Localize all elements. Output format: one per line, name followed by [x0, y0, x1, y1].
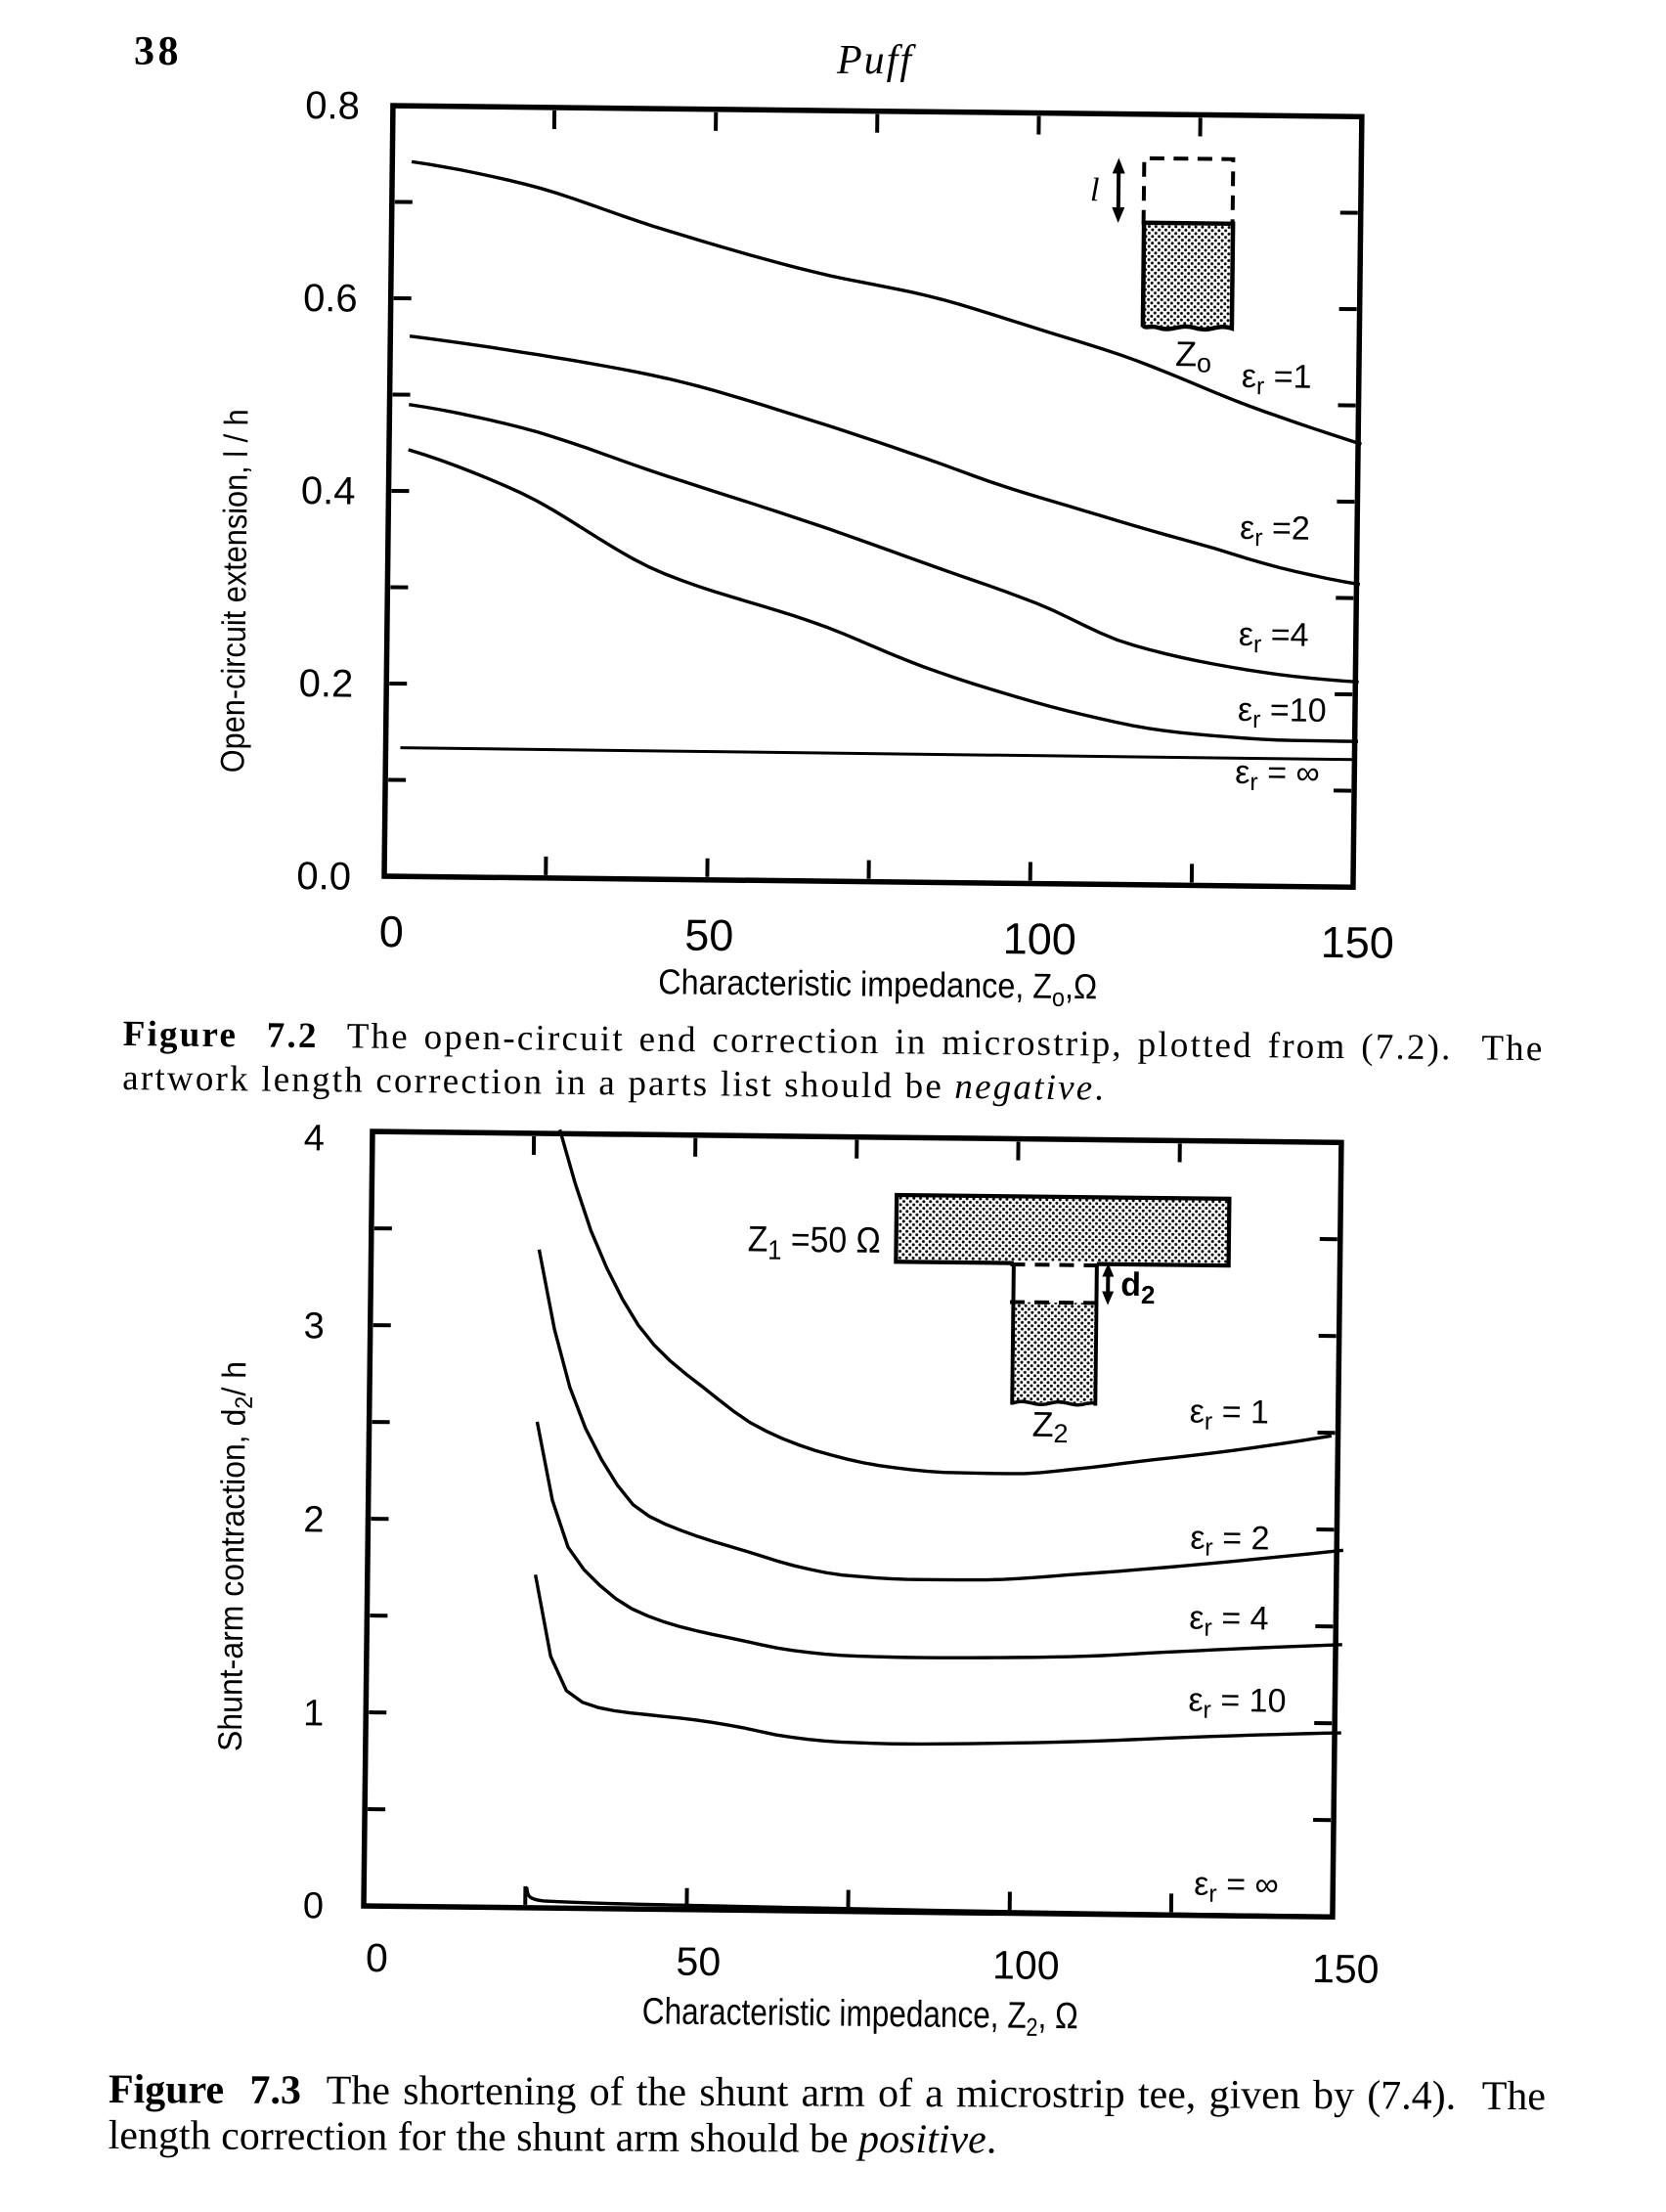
- svg-text:100: 100: [992, 1942, 1060, 1988]
- svg-text:εr =4: εr =4: [1239, 616, 1309, 659]
- svg-text:Zo: Zo: [1175, 333, 1212, 377]
- svg-text:50: 50: [676, 1939, 721, 1985]
- svg-text:0.2: 0.2: [298, 662, 353, 706]
- svg-text:εr = ∞: εr = ∞: [1235, 754, 1320, 797]
- svg-text:Z2: Z2: [1031, 1404, 1069, 1448]
- svg-text:2: 2: [303, 1499, 325, 1540]
- svg-text:3: 3: [303, 1305, 325, 1347]
- svg-text:εr = 10: εr = 10: [1188, 1682, 1287, 1725]
- svg-text:εr =10: εr =10: [1238, 691, 1327, 734]
- svg-text:εr = ∞: εr = ∞: [1194, 1866, 1279, 1909]
- svg-text:εr =2: εr =2: [1240, 509, 1310, 553]
- svg-text:0.6: 0.6: [303, 277, 358, 321]
- svg-text:150: 150: [1320, 917, 1394, 968]
- svg-text:l: l: [1090, 172, 1100, 208]
- svg-text:0: 0: [366, 1935, 388, 1980]
- svg-text:150: 150: [1312, 1946, 1380, 1992]
- svg-text:4: 4: [304, 1118, 326, 1159]
- svg-text:Characteristic impedance, Zo,: Characteristic impedance, Zo,Ω: [658, 961, 1098, 1012]
- svg-text:εr = 2: εr = 2: [1190, 1520, 1270, 1563]
- svg-text:Shunt-arm contraction, d2/ h: Shunt-arm contraction, d2/ h: [212, 1361, 259, 1751]
- svg-text:Open-circuit extension, l / h: Open-circuit extension, l / h: [214, 409, 255, 773]
- svg-text:εr = 1: εr = 1: [1190, 1394, 1270, 1437]
- svg-text:εr = 4: εr = 4: [1189, 1600, 1269, 1643]
- svg-text:0.8: 0.8: [305, 84, 360, 128]
- svg-text:0.0: 0.0: [296, 855, 351, 899]
- svg-text:Z1 =50 Ω: Z1 =50 Ω: [747, 1218, 881, 1266]
- svg-text:d2: d2: [1120, 1266, 1156, 1309]
- svg-text:1: 1: [303, 1693, 325, 1734]
- svg-text:0: 0: [379, 907, 405, 956]
- svg-text:100: 100: [1002, 913, 1076, 964]
- svg-text:εr =1: εr =1: [1242, 358, 1312, 401]
- svg-text:0.4: 0.4: [301, 469, 356, 513]
- svg-text:0: 0: [303, 1885, 325, 1926]
- svg-text:Characteristic impedance, Z2,: Characteristic impedance, Z2, Ω: [641, 1991, 1078, 2042]
- svg-text:50: 50: [684, 909, 734, 960]
